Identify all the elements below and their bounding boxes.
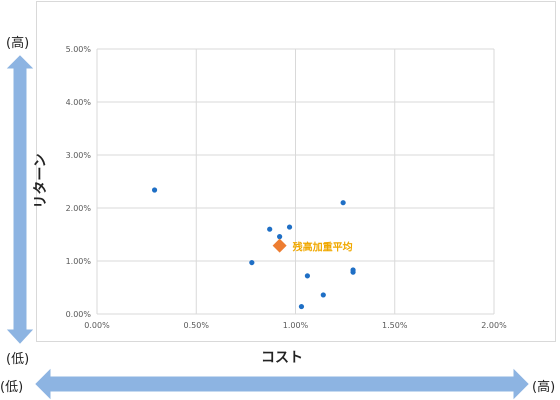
horizontal-scale-arrow <box>35 368 529 400</box>
x-tick-label: 0.50% <box>184 321 210 330</box>
average-diamond-point <box>272 238 287 253</box>
y-high-label: (高) <box>6 36 30 51</box>
data-point <box>304 273 311 279</box>
x-tick-label: 1.00% <box>283 321 309 330</box>
data-point <box>151 187 158 193</box>
y-tick-label: 1.00% <box>66 257 92 266</box>
y-tick-label: 3.00% <box>66 151 92 160</box>
data-point <box>350 267 356 273</box>
vertical-scale-arrow <box>6 55 34 344</box>
data-point <box>277 234 283 240</box>
average-annotation-label: 残高加重平均 <box>293 241 353 254</box>
data-point <box>249 259 255 266</box>
y-tick-label: 5.00% <box>66 45 92 54</box>
y-low-label: (低) <box>6 352 30 367</box>
y-tick-label: 2.00% <box>66 204 92 213</box>
data-point <box>286 224 293 230</box>
x-tick-label: 0.00% <box>84 321 110 330</box>
y-tick-label: 0.00% <box>66 310 92 319</box>
y-tick-label: 4.00% <box>66 98 92 107</box>
x-tick-label: 1.50% <box>382 321 408 330</box>
data-point <box>267 226 273 232</box>
x-tick-label: 2.00% <box>481 321 507 330</box>
x-low-label: (低) <box>0 380 24 395</box>
data-point <box>340 200 346 206</box>
x-high-label: (高) <box>532 380 556 395</box>
data-point <box>320 292 326 298</box>
data-point <box>298 303 305 310</box>
x-axis-title: コスト <box>261 350 303 366</box>
